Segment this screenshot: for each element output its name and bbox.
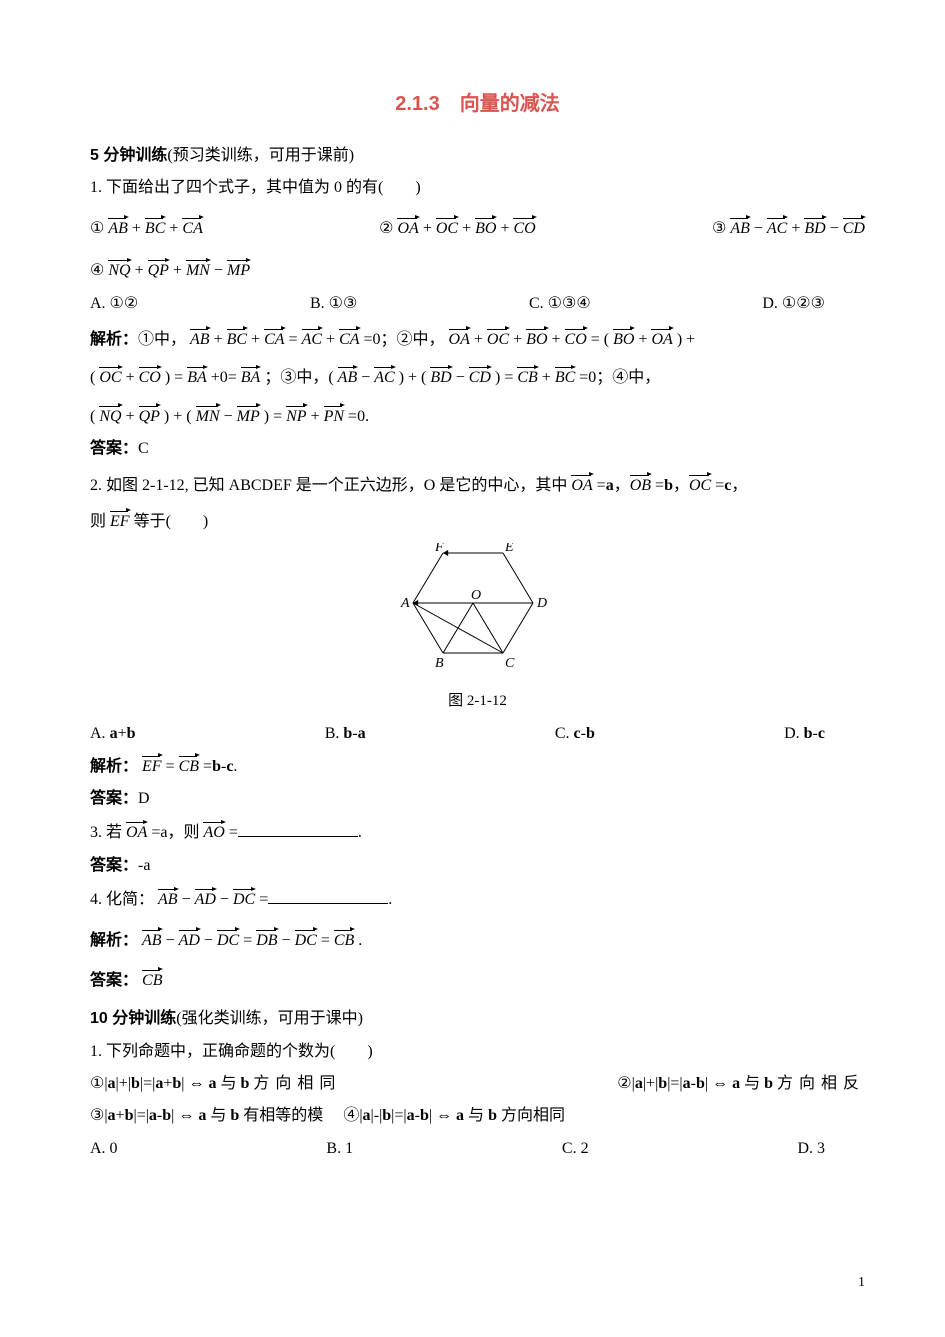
q2-suffix: 等于( ) [134,513,209,530]
q1-analysis-3: ( NQ + QP ) + ( MN − MP ) = NP + PN =0. [90,402,865,432]
q1-expr1: ① AB + BC + CA [90,214,203,244]
q2-opt-c: C. c-b [555,719,595,749]
q5-stem: 1. 下列命题中，正确命题的个数为( ) [90,1037,865,1067]
q1-expressions: ① AB + BC + CA ② OA + OC + BO + CO ③ AB … [90,214,865,244]
section2-suffix: (强化类训练，可用于课中) [176,1010,363,1027]
q2-prefix: 2. 如图 2-1-12, 已知 ABCDEF 是一个正六边形，O 是它的中心，… [90,477,567,494]
q4-analysis-label: 解析： [90,932,138,949]
q3-mid: =a，则 [151,824,199,841]
q1-expr2: ② OA + OC + BO + CO [379,214,536,244]
q1-options: A. ①② B. ①③ C. ①③④ D. ①②③ [90,289,865,319]
svg-text:D: D [536,596,547,611]
section-5min: 5 分钟训练(预习类训练，可用于课前) [90,141,865,171]
q1-expr4: ④ NQ + QP + MN − MP [90,256,865,286]
q1-opt-a: A. ①② [90,289,138,319]
q5-options: A. 0 B. 1 C. 2 D. 3 [90,1134,865,1164]
q2-opt-b: B. b-a [325,719,366,749]
q1-opt-d: D. ①②③ [762,289,825,319]
q5-opt-a: A. 0 [90,1134,118,1164]
svg-text:O: O [471,588,481,603]
q1-opt-b: B. ①③ [310,289,357,319]
page: 2.1.3 向量的减法 5 分钟训练(预习类训练，可用于课前) 1. 下面给出了… [0,0,945,1337]
q2-options: A. a+b B. b-a C. c-b D. b-c [90,719,865,749]
q1-opt-c: C. ①③④ [529,289,591,319]
q3-answer: 答案：-a [90,851,865,881]
q2-stem-2: 则 EF 等于( ) [90,507,865,537]
section2-label: 10 分钟训练 [90,1010,176,1027]
q5-props-row1: ①|a|+|b|=|a+b| ⇔ a 与 b 方向相同 ②|a|+|b|=|a-… [90,1069,865,1099]
q2-answer-label: 答案： [90,790,138,807]
hexagon-svg: A B C D E F O [393,543,563,673]
q2-opt-d: D. b-c [784,719,825,749]
svg-text:C: C [505,656,515,671]
q2-analysis: 解析： EF = CB =b-c. [90,752,865,782]
q3-answer-label: 答案： [90,857,138,874]
q3-stem: 3. 若 OA =a，则 AO =. [90,818,865,848]
q5-p1: ①|a|+|b|=|a+b| ⇔ a 与 b 方向相同 [90,1069,341,1099]
section-10min: 10 分钟训练(强化类训练，可用于课中) [90,1004,865,1034]
figure-2-1-12: A B C D E F O [90,543,865,684]
svg-text:B: B [435,656,444,671]
q5-props-row2: ③|a+b|=|a-b| ⇔ a 与 b 有相等的模 ④|a|-|b|=|a-b… [90,1101,865,1131]
q4-blank [268,889,388,904]
q3-prefix: 3. 若 [90,824,122,841]
q2-mid: 则 [90,513,106,530]
q3-answer-value: -a [138,857,150,874]
q5-opt-d: D. 3 [797,1134,825,1164]
q1-answer-label: 答案： [90,440,138,457]
q5-opt-c: C. 2 [562,1134,589,1164]
q4-analysis: 解析： AB − AD − DC = DB − DC = CB . [90,926,865,956]
q2-stem: 2. 如图 2-1-12, 已知 ABCDEF 是一个正六边形，O 是它的中心，… [90,471,865,501]
svg-text:F: F [434,543,444,555]
q4-answer: 答案： CB [90,966,865,996]
section1-label: 5 分钟训练 [90,147,167,164]
page-number: 1 [858,1270,865,1297]
q1-answer: 答案：C [90,434,865,464]
q2-answer-value: D [138,790,150,807]
q1-expr3: ③ AB − AC + BD − CD [712,214,865,244]
q3-blank [238,822,358,837]
svg-text:E: E [504,543,514,555]
q2-analysis-label: 解析： [90,758,138,775]
q5-p2: ②|a|+|b|=|a-b| ⇔ a 与 b 方向相反 [617,1069,865,1099]
svg-text:A: A [400,596,410,611]
q1-analysis-2: ( OC + CO ) = BA +0= BA ；③中，( AB − AC ) … [90,363,865,393]
q2-opt-a: A. a+b [90,719,136,749]
q5-p4: ④|a|-|b|=|a-b| ⇔ a 与 b 方向相同 [343,1107,565,1124]
q4-answer-label: 答案： [90,972,138,989]
q4-prefix: 4. 化简： [90,891,154,908]
q1-analysis-label: 解析： [90,331,138,348]
q1-analysis-1: 解析：①中， AB + BC + CA = AC + CA =0；②中， OA … [90,325,865,355]
section1-suffix: (预习类训练，可用于课前) [167,147,354,164]
q2-answer: 答案：D [90,784,865,814]
q4-stem: 4. 化简： AB − AD − DC =. [90,885,865,915]
q5-p3: ③|a+b|=|a-b| ⇔ a 与 b 有相等的模 [90,1107,323,1124]
page-title: 2.1.3 向量的减法 [90,85,865,123]
figure-caption: 图 2-1-12 [90,687,865,716]
q1-stem: 1. 下面给出了四个式子，其中值为 0 的有( ) [90,173,865,203]
q1-answer-value: C [138,440,149,457]
q5-opt-b: B. 1 [326,1134,353,1164]
